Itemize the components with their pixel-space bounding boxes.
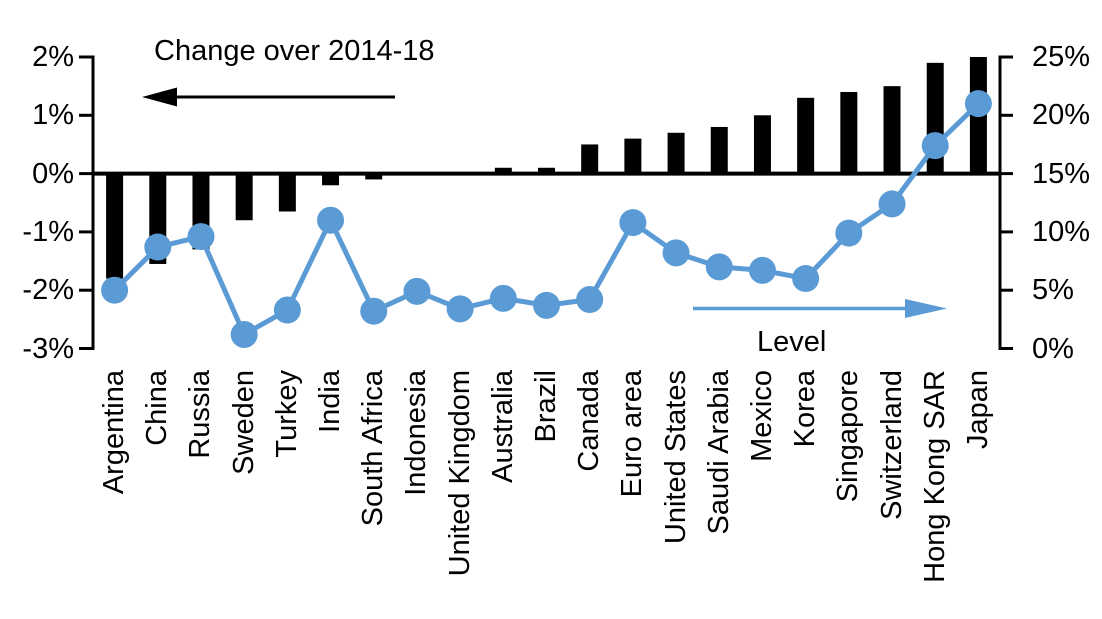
level-dot [921, 132, 949, 160]
right-axis-tick-label: 20% [1032, 99, 1091, 132]
level-dot [446, 295, 474, 323]
x-axis-label: Mexico [745, 370, 778, 462]
x-axis-label: United Kingdom [443, 370, 476, 577]
change-bar [840, 91, 858, 174]
change-bar [365, 173, 383, 180]
level-dot [964, 90, 992, 118]
x-axis-label: Saudi Arabia [702, 370, 735, 535]
level-dot [662, 239, 690, 267]
level-dot [317, 206, 345, 234]
change-bar [235, 173, 253, 221]
left-axis-tick-label: -2% [22, 274, 74, 307]
level-dot [144, 233, 172, 261]
change-bar [797, 97, 815, 174]
change-bar [322, 173, 340, 186]
change-bar [710, 126, 728, 174]
level-dot [835, 219, 863, 247]
change-bar [106, 173, 124, 279]
level-dot [230, 321, 258, 349]
x-axis-label: Hong Kong SAR [918, 370, 951, 583]
x-axis-label: Japan [961, 370, 994, 450]
change-bar [883, 86, 901, 174]
level-dot [403, 277, 431, 305]
x-axis-label: South Africa [357, 370, 390, 527]
level-dot [705, 253, 733, 281]
level-dot [101, 276, 129, 304]
x-axis-label: United States [659, 370, 692, 545]
level-dot [576, 286, 604, 314]
level-dot [273, 296, 301, 324]
change-arrow-head [142, 87, 177, 107]
left-axis-tick-label: 2% [32, 41, 74, 73]
x-axis-label: China [141, 370, 174, 446]
line-series-title: Level [757, 326, 827, 358]
change-bar [667, 132, 685, 174]
level-dot [489, 284, 517, 312]
level-dot [533, 291, 560, 319]
left-axis-tick-label: 1% [32, 99, 74, 132]
level-dot [187, 223, 215, 251]
bar-series-title: Change over 2014-18 [154, 35, 435, 67]
x-axis-label: Canada [573, 370, 606, 472]
change-bar [624, 138, 642, 174]
change-bar [753, 115, 771, 174]
level-arrow-head [905, 299, 947, 318]
right-axis-tick-label: 10% [1032, 215, 1091, 248]
left-axis-tick-label: 0% [32, 157, 74, 190]
left-axis-tick-label: -1% [22, 215, 74, 248]
level-dot [360, 297, 388, 325]
x-axis-label: Singapore [832, 370, 865, 503]
level-dot [792, 265, 820, 293]
x-axis-label: Euro area [616, 370, 649, 498]
x-axis-label: Argentina [98, 370, 131, 495]
x-axis-label: Sweden [227, 370, 260, 475]
change-bar [494, 167, 512, 174]
x-axis-label: Indonesia [400, 370, 433, 496]
right-axis-tick-label: 25% [1032, 41, 1091, 73]
x-axis-label: Brazil [530, 370, 562, 443]
x-axis-label: Turkey [270, 370, 303, 458]
right-axis-tick-label: 0% [1032, 332, 1074, 365]
right-axis-tick-label: 5% [1032, 274, 1074, 307]
x-axis-label: Switzerland [875, 370, 908, 520]
change-bar [581, 144, 599, 174]
x-axis-label: India [314, 370, 347, 433]
right-axis-tick-label: 15% [1032, 157, 1091, 190]
level-dot [878, 190, 906, 218]
change-bar [278, 173, 296, 212]
left-axis-tick-label: -3% [22, 332, 74, 365]
level-dot [619, 209, 647, 237]
change-bar [538, 167, 555, 174]
level-dot [748, 256, 776, 284]
x-axis-label: Russia [184, 370, 217, 459]
x-axis-label: Australia [486, 370, 519, 483]
x-axis-label: Korea [789, 370, 822, 448]
